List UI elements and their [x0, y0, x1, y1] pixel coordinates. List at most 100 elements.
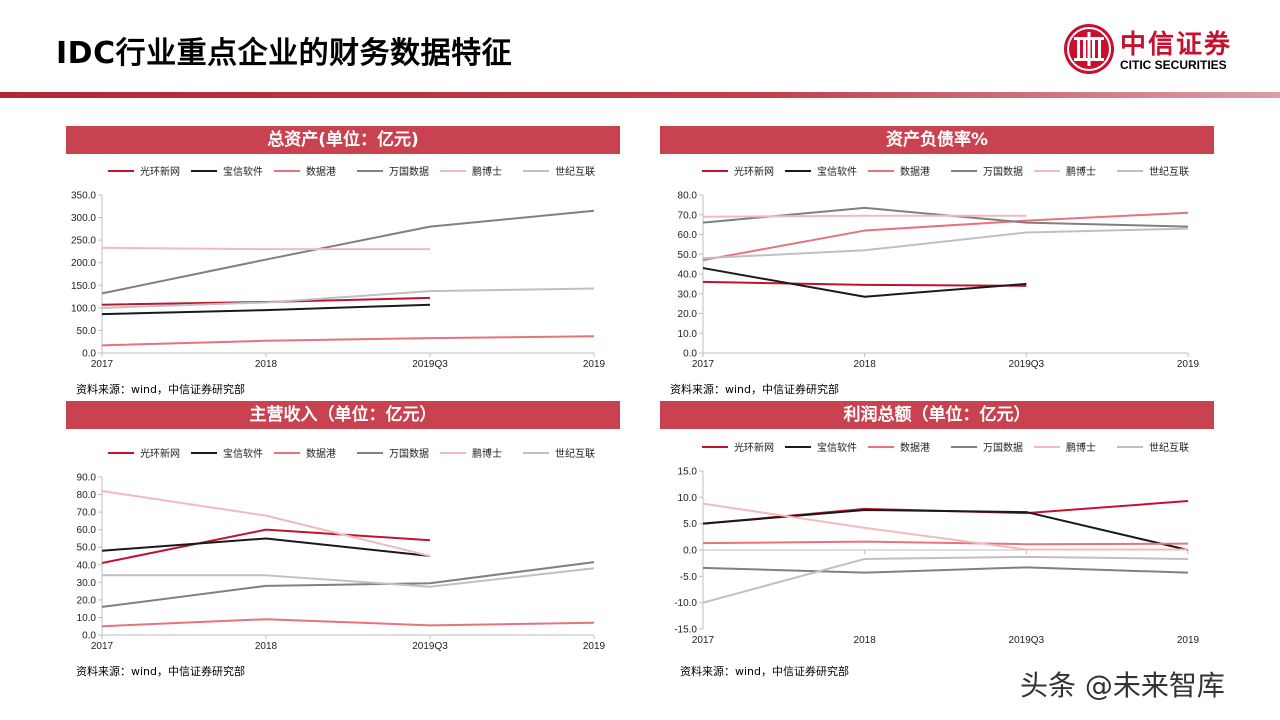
legend-label: 世纪互联 — [555, 166, 595, 178]
logo-text-cn: 中信证券 — [1120, 30, 1233, 60]
page-title: IDC行业重点企业的财务数据特征 — [56, 36, 513, 71]
y-tick-label: 150.0 — [71, 281, 96, 292]
y-tick-label: 10.0 — [678, 329, 698, 340]
series-line — [702, 214, 1027, 218]
y-tick-label: -10.0 — [674, 598, 697, 609]
chart-panel-debt-ratio: 资产负债率% 光环新网 宝信软件 数据港 万国数据 鹏博士 世纪互联 0.0 10.0 20.0… — [660, 126, 1214, 396]
legend-label: 光环新网 — [734, 441, 774, 454]
y-tick-label: 50.0 — [77, 326, 97, 337]
chart-revenue: 光环新网 宝信软件 数据港 万国数据 鹏博士 世纪互联 0.0 10.0 20.0 30.0 40.… — [77, 447, 606, 652]
legend-label: 光环新网 — [140, 447, 180, 460]
legend-label: 鹏博士 — [1066, 441, 1096, 454]
series-line — [101, 209, 595, 295]
y-tick-label: 350.0 — [71, 191, 96, 202]
legend-label: 宝信软件 — [223, 165, 263, 178]
legend-label: 万国数据 — [983, 165, 1023, 178]
y-tick-label: 300.0 — [71, 213, 96, 224]
series-line — [101, 335, 595, 347]
y-tick-label: 5.0 — [683, 519, 697, 530]
chart-panel-profit: 利润总额（单位：亿元） 光环新网 宝信软件 数据港 万国数据 鹏博士 世纪互联 -15.0 -… — [660, 401, 1214, 681]
series-line — [102, 567, 595, 588]
x-tick-label: 2018 — [255, 359, 278, 370]
series-line — [101, 246, 430, 251]
y-tick-label: 50.0 — [77, 543, 97, 554]
series-line — [702, 502, 1188, 551]
source-note: 资料来源：wind，中信证券研究部 — [670, 383, 840, 396]
y-tick-label: 70.0 — [678, 210, 698, 221]
legend-label: 万国数据 — [389, 165, 429, 178]
y-tick-label: 40.0 — [77, 560, 97, 571]
legend-label: 数据港 — [900, 165, 930, 178]
y-tick-label: 15.0 — [678, 467, 698, 478]
series-line — [702, 267, 1027, 298]
chart-panel-revenue: 主营收入（单位：亿元） 光环新网 宝信软件 数据港 万国数据 鹏博士 世纪互联 0.0 10.… — [66, 401, 620, 681]
x-tick-label: 2018 — [854, 635, 877, 646]
y-tick-label: 30.0 — [77, 578, 97, 589]
y-tick-label: 0.0 — [683, 349, 697, 360]
y-tick-label: 20.0 — [77, 595, 97, 606]
x-tick-label: 2019 — [583, 359, 606, 370]
series-line — [702, 508, 1189, 551]
y-tick-label: 0.0 — [82, 631, 96, 642]
logo-text-en: CITIC SECURITIES — [1120, 58, 1227, 72]
series-line — [702, 211, 1189, 262]
x-tick-label: 2017 — [692, 635, 715, 646]
y-tick-label: 20.0 — [678, 309, 698, 320]
legend-label: 世纪互联 — [1149, 442, 1189, 454]
x-tick-label: 2019Q3 — [1009, 359, 1045, 370]
series-line — [101, 561, 595, 608]
y-tick-label: 30.0 — [678, 289, 698, 300]
series-line — [702, 555, 1189, 604]
x-tick-label: 2017 — [692, 359, 715, 370]
y-tick-label: 70.0 — [77, 508, 97, 519]
y-tick-label: 60.0 — [77, 525, 97, 536]
x-tick-label: 2019 — [583, 641, 606, 652]
y-tick-label: 80.0 — [77, 490, 97, 501]
chart-profit: 光环新网 宝信软件 数据港 万国数据 鹏博士 世纪互联 -15.0 -10.0 -5.0 0.0 5… — [674, 441, 1200, 646]
legend-label: 数据港 — [306, 165, 336, 178]
x-tick-label: 2019 — [1177, 359, 1200, 370]
source-note: 资料来源：wind，中信证券研究部 — [76, 383, 246, 396]
chart-title: 主营收入（单位：亿元） — [66, 401, 620, 429]
y-tick-label: 10.0 — [77, 613, 97, 624]
y-tick-label: 50.0 — [678, 250, 698, 261]
legend-label: 鹏博士 — [472, 447, 502, 460]
chart-title: 利润总额（单位：亿元） — [660, 401, 1214, 429]
legend-label: 万国数据 — [389, 447, 429, 460]
y-tick-label: 100.0 — [71, 303, 96, 314]
y-tick-label: 60.0 — [678, 230, 698, 241]
y-tick-label: 0.0 — [683, 546, 697, 557]
series-line — [101, 537, 431, 557]
series-line — [101, 303, 431, 316]
series-line — [702, 500, 1189, 525]
watermark: 头条 @未来智库 — [1020, 669, 1225, 702]
source-note: 资料来源：wind，中信证券研究部 — [76, 665, 246, 678]
chart-debt-ratio: 光环新网 宝信软件 数据港 万国数据 鹏博士 世纪互联 0.0 10.0 20.0 30.0 40.… — [678, 165, 1200, 370]
series-line — [702, 227, 1189, 260]
chart-title: 总资产(单位：亿元) — [66, 126, 620, 154]
y-tick-label: 200.0 — [71, 258, 96, 269]
series-line — [702, 280, 1027, 287]
x-tick-label: 2019Q3 — [412, 641, 448, 652]
chart-title: 资产负债率% — [660, 126, 1214, 154]
y-tick-label: -5.0 — [680, 572, 698, 583]
series-line — [101, 287, 595, 309]
y-tick-label: 10.0 — [678, 493, 698, 504]
x-tick-label: 2019 — [1177, 635, 1200, 646]
x-tick-label: 2017 — [91, 359, 114, 370]
legend-label: 光环新网 — [140, 165, 180, 178]
legend-label: 鹏博士 — [472, 165, 502, 178]
y-tick-label: 80.0 — [678, 191, 698, 202]
legend-label: 鹏博士 — [1066, 165, 1096, 178]
series-line — [702, 566, 1189, 574]
y-tick-label: 250.0 — [71, 236, 96, 247]
series-line — [101, 528, 431, 565]
x-tick-label: 2018 — [255, 641, 278, 652]
legend-label: 世纪互联 — [555, 448, 595, 460]
citic-logo-icon — [1064, 24, 1114, 74]
legend-label: 世纪互联 — [1149, 166, 1189, 178]
legend-label: 万国数据 — [983, 441, 1023, 454]
series-line — [101, 296, 431, 306]
legend-label: 宝信软件 — [817, 165, 857, 178]
chart-panel-total-assets: 总资产(单位：亿元) 光环新网 宝信软件 数据港 万国数据 鹏博士 世纪互联 0.0 50.0… — [66, 126, 620, 396]
